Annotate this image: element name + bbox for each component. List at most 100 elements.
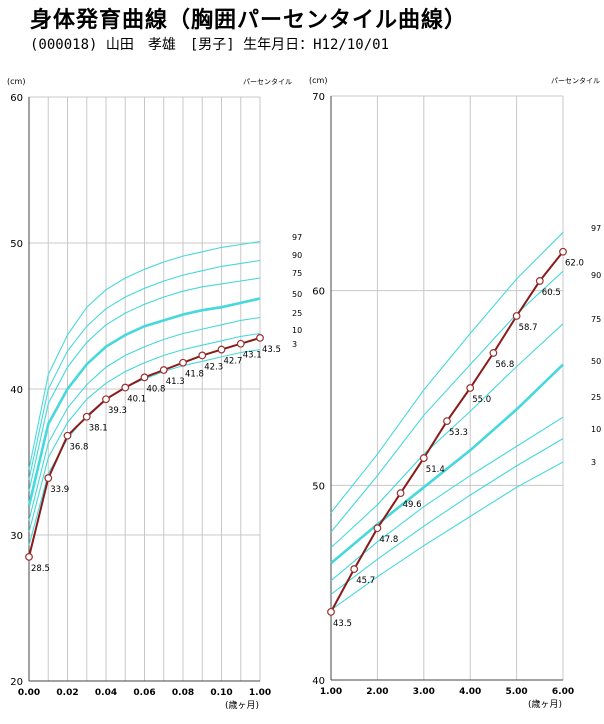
measurement-point: [198, 351, 207, 360]
x-tick-label: 3.00: [413, 687, 435, 697]
percentile-curve-50: [330, 363, 564, 565]
x-tick-label: 0.06: [133, 688, 155, 698]
measurement-point: [396, 489, 405, 498]
x-tick-label: 1.00: [320, 687, 342, 697]
measurement-point: [419, 454, 428, 462]
x-tick-label: 0.02: [56, 688, 78, 698]
data-label: 47.8: [379, 535, 398, 545]
percentile-curve-3: [330, 461, 564, 611]
percentile-label: 97: [292, 233, 302, 242]
percentile-label: 3: [292, 340, 297, 349]
x-tick-label: 0.04: [95, 688, 117, 698]
measurement-line: [330, 251, 564, 613]
data-label: 41.3: [166, 377, 185, 387]
percentile-curve-50: [27, 297, 261, 507]
y-tick-label: 20: [10, 677, 23, 688]
y-tick-label: 70: [312, 92, 325, 103]
measurement-point: [217, 345, 226, 354]
data-label: 55.0: [472, 395, 491, 405]
measurement-point: [559, 247, 567, 256]
x-tick-label: 6.00: [552, 687, 574, 697]
percentile-curve-25: [28, 316, 261, 521]
measurement-point: [466, 384, 475, 392]
measurement-point: [256, 334, 264, 342]
percentile-label: 10: [292, 326, 302, 335]
measurement-point: [179, 358, 187, 367]
x-tick-label: 5.00: [505, 687, 527, 697]
percentile-curve-90: [28, 259, 261, 480]
percentile-legend-label: パーセンタイル: [551, 76, 600, 85]
y-tick-label: 40: [10, 385, 23, 396]
x-tick-label: 0.00: [18, 688, 40, 698]
percentile-label: 50: [591, 357, 601, 366]
data-label: 38.1: [89, 424, 108, 434]
measurement-point: [63, 431, 72, 440]
percentile-curve-75: [330, 323, 564, 549]
percentile-label: 3: [591, 458, 596, 467]
x-tick-label: 2.00: [366, 687, 388, 697]
measurement-point: [121, 383, 130, 392]
data-label: 28.5: [31, 564, 50, 574]
measurement-point: [102, 395, 110, 404]
y-tick-label: 60: [10, 93, 23, 104]
data-label: 62.0: [565, 259, 584, 269]
data-label: 49.6: [403, 500, 422, 510]
measurement-point: [489, 349, 498, 357]
data-label: 41.8: [185, 370, 204, 380]
unit-label: (cm): [7, 77, 25, 86]
percentile-curve-97: [28, 240, 261, 470]
percentile-label: 75: [591, 315, 601, 324]
measurement-point: [373, 524, 382, 533]
percentile-label: 90: [591, 271, 601, 280]
percentile-curve-10: [28, 332, 261, 533]
data-label: 33.9: [50, 485, 69, 495]
percentile-curve-75: [28, 277, 261, 492]
data-label: 60.5: [542, 288, 561, 298]
x-axis-label: (歳ヶ月): [225, 699, 259, 711]
percentile-legend-label: パーセンタイル: [243, 77, 292, 86]
page-title: 身体発育曲線（胸囲パーセンタイル曲線）: [30, 8, 468, 33]
measurement-point: [236, 339, 245, 348]
y-tick-label: 60: [312, 287, 325, 298]
percentile-label: 75: [292, 269, 302, 278]
data-label: 56.8: [495, 360, 514, 370]
data-label: 39.3: [108, 406, 127, 416]
percentile-label: 50: [292, 290, 302, 299]
data-label: 43.5: [262, 345, 281, 355]
data-label: 58.7: [519, 323, 538, 333]
measurement-point: [140, 373, 149, 382]
measurement-point: [512, 312, 521, 320]
y-tick-label: 50: [10, 239, 23, 250]
measurement-point: [44, 474, 53, 482]
percentile-curve-10: [330, 438, 564, 595]
x-axis-label: (歳ヶ月): [528, 698, 562, 710]
percentile-label: 25: [292, 309, 302, 318]
percentile-curve-90: [330, 270, 564, 533]
y-tick-label: 50: [312, 481, 325, 492]
chart-panel-2: 40 50 60 70 1.00 2.00 3.00 4.00 5.00 6.00 (cm) パーセン…: [309, 76, 601, 710]
data-label: 42.3: [204, 362, 223, 372]
x-tick-label: 1.00: [249, 688, 271, 698]
patient-info: (000018) 山田 孝雄 [男子] 生年月日：H12/10/01: [30, 37, 390, 53]
percentile-curve-97: [330, 231, 564, 513]
measurement-point: [350, 565, 359, 573]
data-label: 53.3: [449, 428, 468, 438]
data-label: 45.7: [356, 576, 375, 586]
x-tick-label: 0.08: [172, 688, 194, 698]
measurement-point: [535, 277, 544, 285]
percentile-curve-25: [330, 416, 564, 582]
data-label: 40.8: [147, 384, 166, 394]
measurement-point: [25, 553, 33, 561]
measurement-point: [159, 366, 168, 374]
percentile-label: 90: [292, 251, 302, 260]
chart-panel-1: 20 30 40 50 60 0.00 0.02 0.04 0.06 0.08 0.10 1.00 (c…: [7, 77, 302, 711]
percentile-label: 10: [591, 425, 601, 434]
unit-label: (cm): [309, 76, 327, 85]
x-tick-label: 0.10: [210, 688, 232, 698]
percentile-label: 97: [591, 224, 601, 233]
measurement-point: [82, 412, 91, 421]
measurement-point: [443, 417, 451, 425]
data-label: 40.1: [127, 395, 146, 405]
y-tick-label: 40: [312, 676, 325, 687]
